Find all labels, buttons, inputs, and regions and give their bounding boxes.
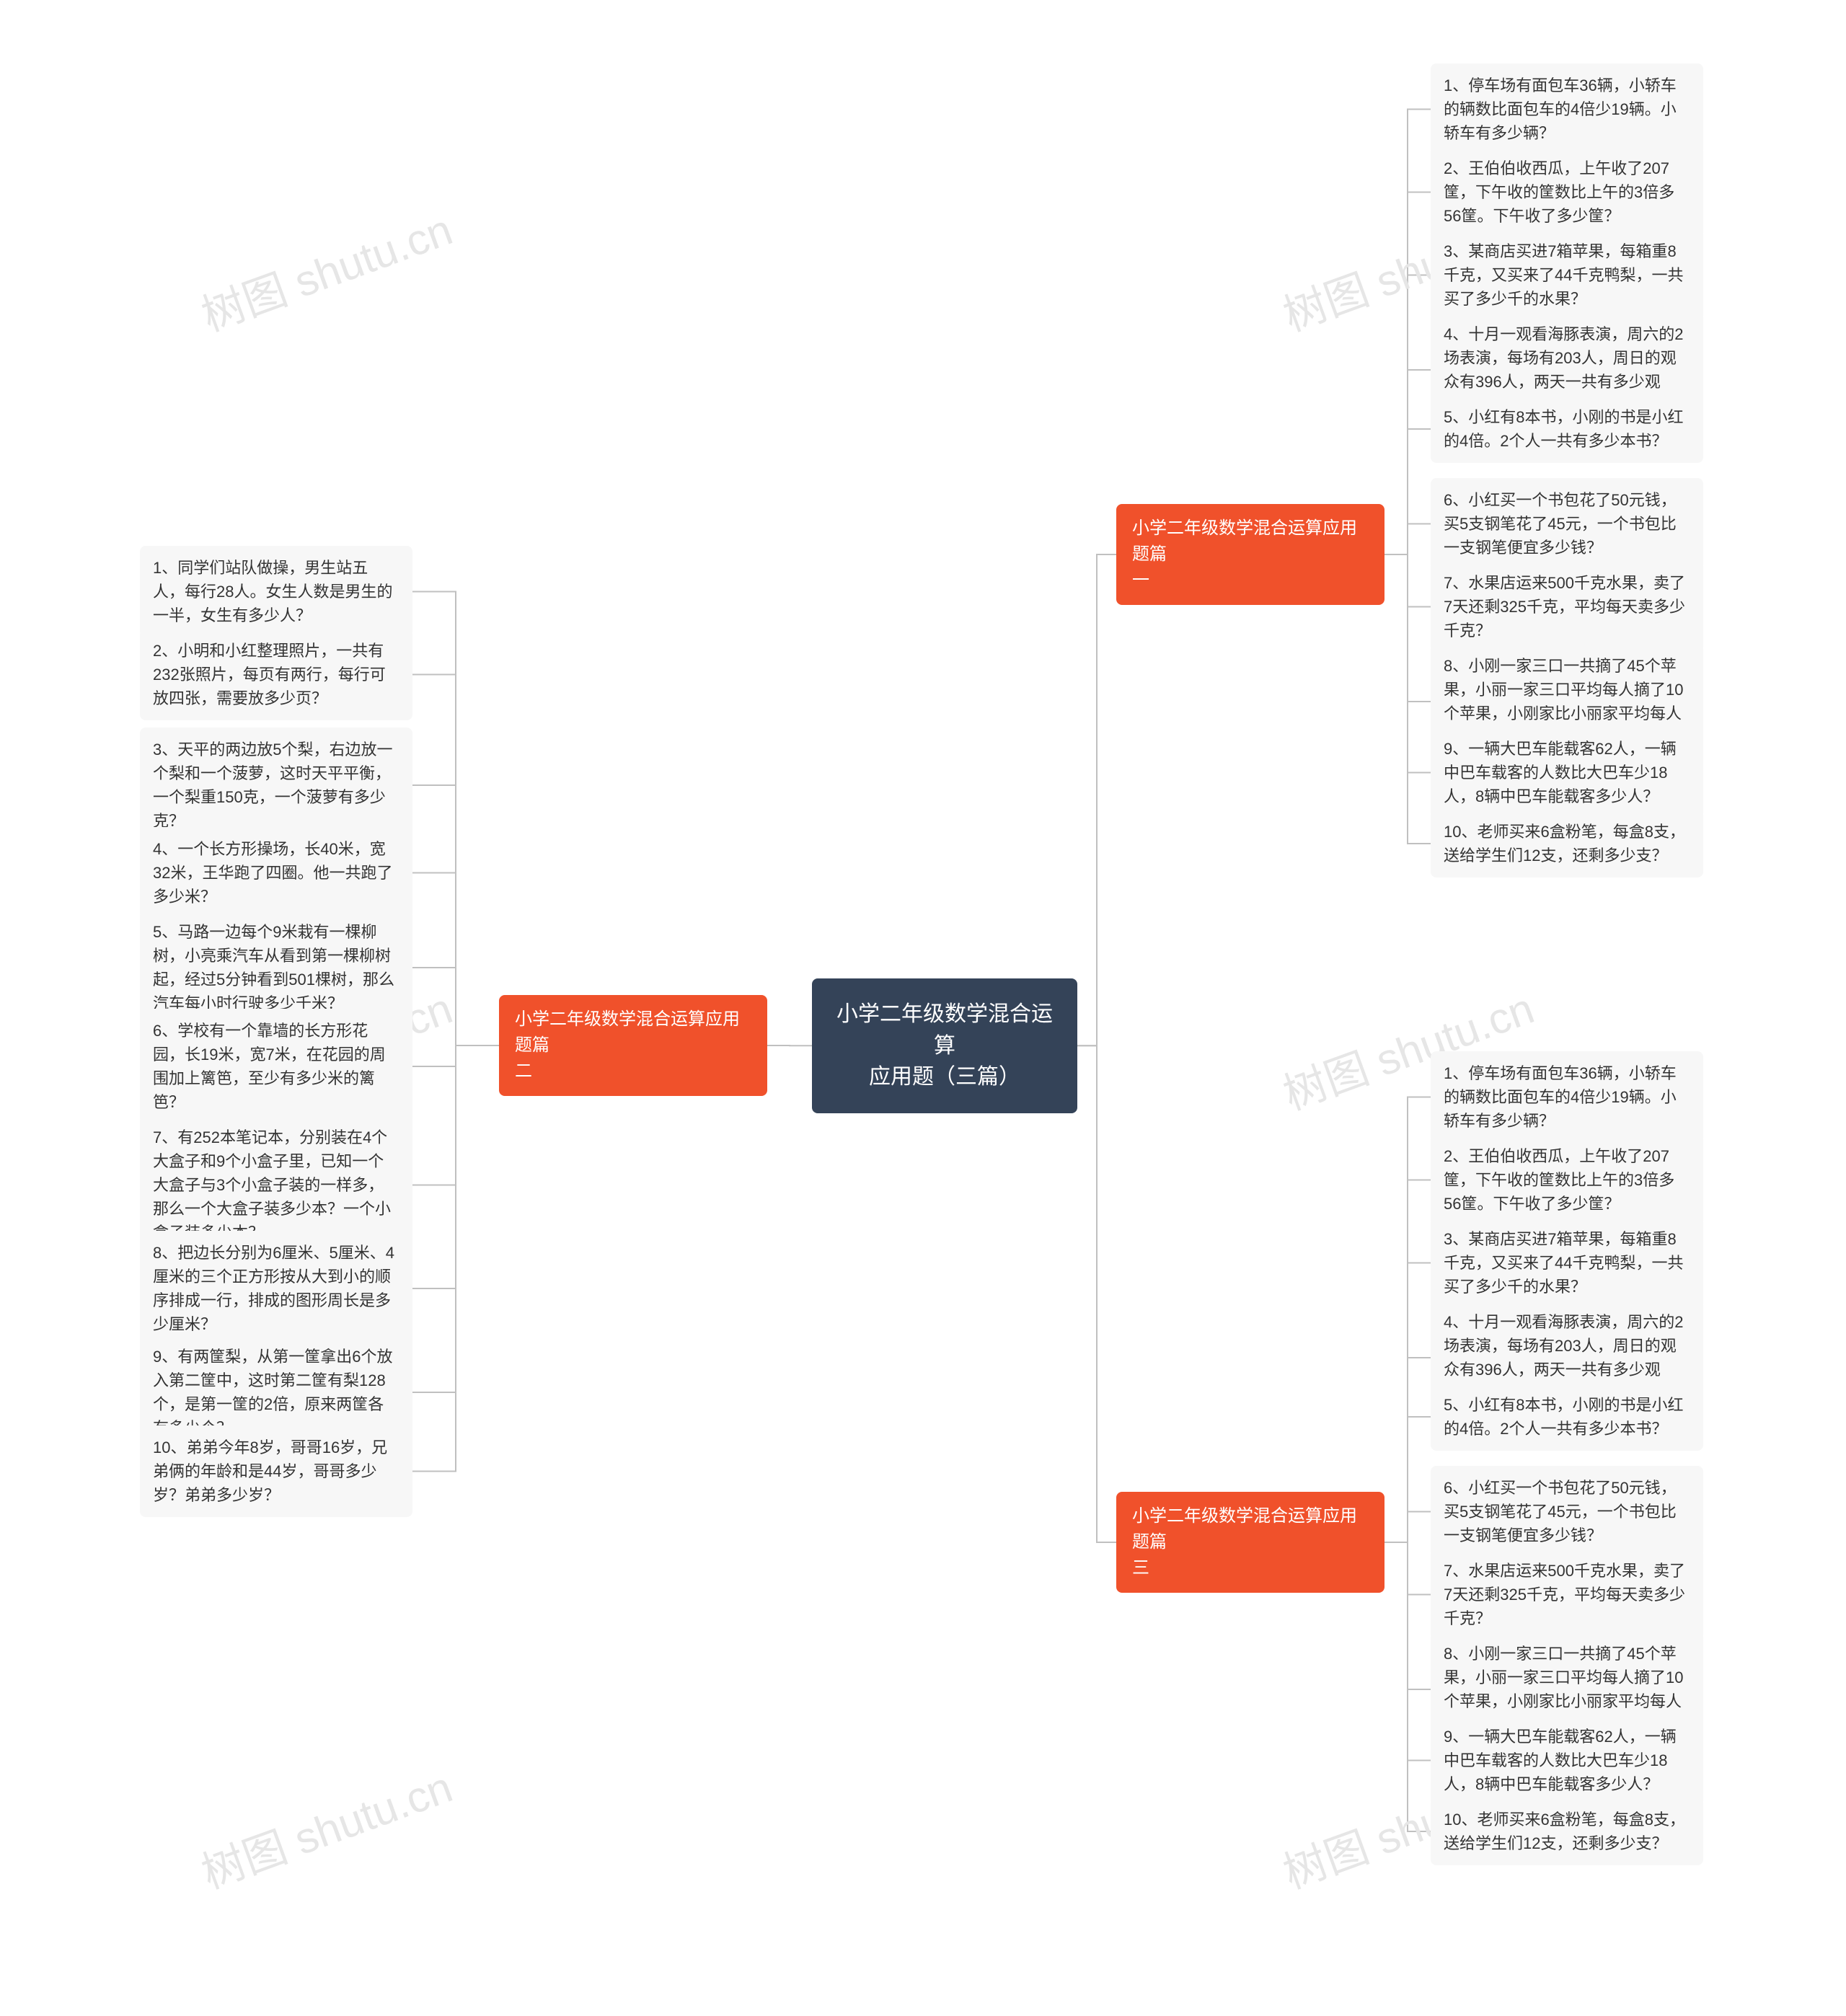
leaf-node: 8、把边长分别为6厘米、5厘米、4厘米的三个正方形按从大到小的顺序排成一行，排成… bbox=[140, 1231, 412, 1346]
branch-right-3-label-l2: 三 bbox=[1132, 1558, 1149, 1578]
leaf-node: 5、马路一边每个9米栽有一棵柳树，小亮乘汽车从看到第一棵柳树起，经过5分钟看到5… bbox=[140, 910, 412, 1025]
leaf-node: 6、小红买一个书包花了50元钱，买5支钢笔花了45元，一个书包比一支钢笔便宜多少… bbox=[1431, 1466, 1703, 1557]
leaf-node: 1、停车场有面包车36辆，小轿车的辆数比面包车的4倍少19辆。小轿车有多少辆？ bbox=[1431, 63, 1703, 155]
branch-left-label-l1: 小学二年级数学混合运算应用题篇 bbox=[515, 1009, 740, 1055]
branch-right-1: 小学二年级数学混合运算应用题篇 一 bbox=[1116, 504, 1384, 605]
watermark-text: 树图 shutu.cn bbox=[192, 1752, 459, 1901]
leaf-node: 10、老师买来6盒粉笔，每盒8支，送给学生们12支，还剩多少支？ bbox=[1431, 810, 1703, 877]
leaf-node: 3、某商店买进7箱苹果，每箱重8千克，又买来了44千克鸭梨，一共买了多少千的水果… bbox=[1431, 1217, 1703, 1309]
branch-left-label-l2: 二 bbox=[515, 1061, 532, 1081]
leaf-node: 10、弟弟今年8岁，哥哥16岁，兄弟俩的年龄和是44岁，哥哥多少岁？弟弟多少岁？ bbox=[140, 1425, 412, 1517]
leaf-node: 7、水果店运来500千克水果，卖了7天还剩325千克，平均每天卖多少千克？ bbox=[1431, 561, 1703, 653]
leaf-node: 2、小明和小红整理照片，一共有232张照片，每页有两行，每行可放四张，需要放多少… bbox=[140, 629, 412, 720]
leaf-node: 4、一个长方形操场，长40米，宽32米，王华跑了四圈。他一共跑了多少米？ bbox=[140, 827, 412, 919]
leaf-node: 3、某商店买进7箱苹果，每箱重8千克，又买来了44千克鸭梨，一共买了多少千的水果… bbox=[1431, 229, 1703, 321]
branch-left: 小学二年级数学混合运算应用题篇 二 bbox=[499, 995, 767, 1096]
branch-right-3-label-l1: 小学二年级数学混合运算应用题篇 bbox=[1132, 1506, 1357, 1552]
leaf-node: 3、天平的两边放5个梨，右边放一个梨和一个菠萝，这时天平平衡，一个梨重150克，… bbox=[140, 728, 412, 843]
watermark-text: 树图 shutu.cn bbox=[192, 195, 459, 343]
leaf-node: 5、小红有8本书，小刚的书是小红的4倍。2个人一共有多少本书？ bbox=[1431, 1383, 1703, 1451]
branch-right-1-label-l2: 一 bbox=[1132, 570, 1149, 590]
branch-right-1-label-l1: 小学二年级数学混合运算应用题篇 bbox=[1132, 518, 1357, 564]
leaf-node: 1、同学们站队做操，男生站五人，每行28人。女生人数是男生的一半，女生有多少人？ bbox=[140, 546, 412, 637]
center-node: 小学二年级数学混合运算 应用题（三篇） bbox=[812, 978, 1077, 1113]
leaf-node: 5、小红有8本书，小刚的书是小红的4倍。2个人一共有多少本书？ bbox=[1431, 395, 1703, 463]
leaf-node: 9、一辆大巴车能载客62人，一辆中巴车载客的人数比大巴车少18人，8辆中巴车能载… bbox=[1431, 1715, 1703, 1806]
leaf-node: 6、学校有一个靠墙的长方形花园，长19米，宽7米，在花园的周围加上篱笆，至少有多… bbox=[140, 1009, 412, 1124]
leaf-node: 10、老师买来6盒粉笔，每盒8支，送给学生们12支，还剩多少支？ bbox=[1431, 1798, 1703, 1865]
leaf-node: 9、一辆大巴车能载客62人，一辆中巴车载客的人数比大巴车少18人，8辆中巴车能载… bbox=[1431, 727, 1703, 818]
center-title-line1: 小学二年级数学混合运算 bbox=[834, 999, 1056, 1061]
leaf-node: 2、王伯伯收西瓜，上午收了207筐，下午收的筐数比上午的3倍多56筐。下午收了多… bbox=[1431, 1134, 1703, 1226]
leaf-node: 6、小红买一个书包花了50元钱，买5支钢笔花了45元，一个书包比一支钢笔便宜多少… bbox=[1431, 478, 1703, 570]
leaf-node: 2、王伯伯收西瓜，上午收了207筐，下午收的筐数比上午的3倍多56筐。下午收了多… bbox=[1431, 146, 1703, 238]
center-title-line2: 应用题（三篇） bbox=[834, 1061, 1056, 1093]
branch-right-3: 小学二年级数学混合运算应用题篇 三 bbox=[1116, 1492, 1384, 1593]
leaf-node: 7、水果店运来500千克水果，卖了7天还剩325千克，平均每天卖多少千克？ bbox=[1431, 1549, 1703, 1640]
leaf-node: 1、停车场有面包车36辆，小轿车的辆数比面包车的4倍少19辆。小轿车有多少辆？ bbox=[1431, 1051, 1703, 1143]
